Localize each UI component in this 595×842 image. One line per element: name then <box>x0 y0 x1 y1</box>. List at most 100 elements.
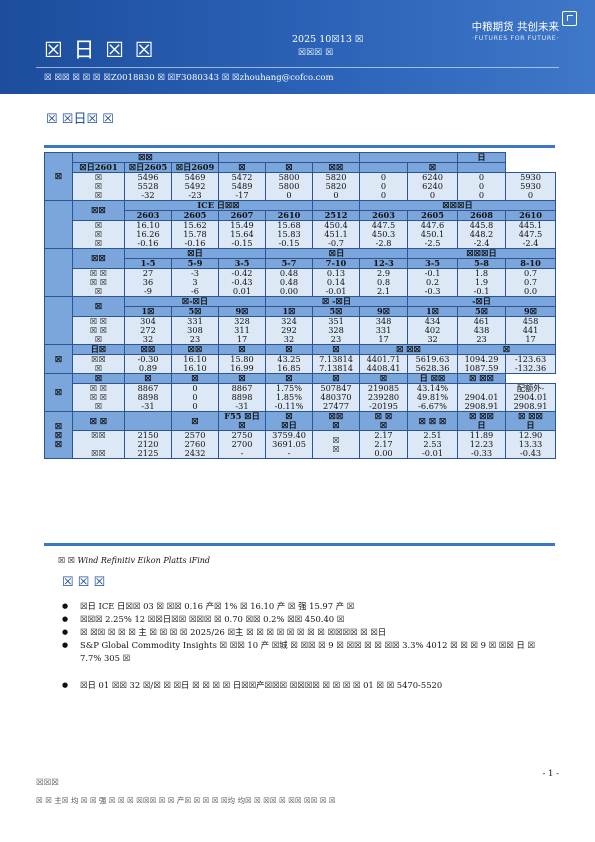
table-row: ☒ ☒ ☒ ☒ ☒ ☒ ☒ ☒ 日 ☒☒ ☒ ☒☒ <box>44 373 556 412</box>
table-header-cell: ☒ <box>218 344 266 355</box>
table-header-cell: ☒ <box>265 373 313 384</box>
report-header: ☒ 日 ☒ ☒ 2025 10☒13 ☒ ☒☒☒ ☒ 中粮期货 共创未来 ·FU… <box>0 0 595 94</box>
table-header-cell: 12-3 <box>359 258 409 269</box>
table-cell: ☒☒ ☒☒ <box>72 430 125 459</box>
source-item: iFind <box>189 556 211 565</box>
table-cell: 304 272 32 <box>124 316 172 345</box>
table-cell: 12.90 13.33 -0.43 <box>505 430 557 459</box>
table-cell: 328 311 17 <box>218 316 266 345</box>
table-top-rule <box>44 145 555 148</box>
table-header-cell <box>457 162 507 173</box>
table-header-cell: ☒ -☒日 <box>264 296 409 307</box>
source-item: Refinitiv Eikon <box>100 556 161 565</box>
table-group-label <box>44 200 73 249</box>
data-source-note: ☒ ☒ Wind Refinitiv Eikon Platts iFind <box>58 556 210 565</box>
table-cell: 2750 2700 - <box>218 430 266 459</box>
table-cell: 331 308 23 <box>171 316 219 345</box>
table-header-cell: ☒-☒日 <box>124 296 266 307</box>
report-date: 2025 10☒13 ☒ <box>292 34 364 45</box>
table-group-label: ☒ ☒ ☒ <box>44 411 73 459</box>
commentary-list: ☒日 ICE 日☒☒ 03 ☒ ☒☒ 0.16 产☒ 1% ☒ 16.10 产 … <box>62 600 552 692</box>
table-cell: 8867 8898 -31 <box>218 383 266 412</box>
table-cell: ☒ <box>72 296 125 317</box>
table-row: ☒ ☒ ☒ ☒ ☒ ☒ F55 ☒日 ☒ ☒ ☒日 ☒☒ ☒ ☒ ☒ ☒ ☒ ☒ ☒ ☒ ☒☒ … <box>44 411 557 459</box>
table-cell: 5820 5820 0 <box>311 172 361 201</box>
table-cell: 461 438 23 <box>457 316 507 345</box>
table-row: ☒ ☒ ☒ ☒ ☒ 27 36 -9 -3 3 -6 -0.42 -0.43 0.01… <box>45 268 557 297</box>
table-row: ☒ ☒☒ 日 <box>44 152 556 201</box>
table-header-cell: 日 <box>457 152 507 163</box>
table-header-cell: 3-5 <box>218 258 266 269</box>
table-group-label <box>44 296 73 345</box>
table-header-cell: 7-10 <box>311 258 361 269</box>
table-header-cell: 9☒ <box>218 306 266 317</box>
table-header-cell: ☒ <box>171 373 219 384</box>
table-cell: ☒☒ <box>72 200 125 221</box>
table-cell: 2570 2760 2432 <box>171 430 219 459</box>
table-header-cell: 1☒ <box>265 306 313 317</box>
table-header-cell: ☒ <box>171 411 219 431</box>
table-cell: 0 0 0 <box>171 383 219 412</box>
table-header-cell: ☒ <box>72 373 125 384</box>
table-header-cell: ☒ ☒☒ 日 <box>505 411 557 431</box>
table-cell: 0 0 0 <box>457 172 507 201</box>
table-cell: -123.63 -132.36 <box>505 354 557 374</box>
table-row: ☒☒ ICE 日☒☒ ☒☒☒日 <box>44 200 557 249</box>
table-bottom-rule <box>44 543 555 546</box>
table-cell: -3 3 -6 <box>171 268 219 297</box>
table-header-cell: 8-10 <box>505 258 557 269</box>
table-header-cell: ☒☒☒日 <box>359 200 557 211</box>
table-cell: 0.7 0.7 0.0 <box>505 268 557 297</box>
table-cell: 2904.01 2908.91 <box>457 383 507 412</box>
table-cell: 43.14% 49.81% -6.67% <box>407 383 459 412</box>
table-cell: 447.5 450.3 -2.8 <box>359 220 409 249</box>
page-number: - 1 - <box>542 769 559 779</box>
table-header-cell: ☒ <box>311 373 361 384</box>
table-header-cell: ☒☒ <box>311 162 361 173</box>
table-header-cell: 5-7 <box>265 258 313 269</box>
table-cell: 507847 480370 27477 <box>311 383 361 412</box>
table-cell: 5619.63 5628.36 <box>407 354 459 374</box>
table-header-cell: -☒日 <box>407 296 557 307</box>
table-cell: -0.30 0.89 <box>124 354 172 374</box>
table-header-cell: 2605 <box>407 210 459 221</box>
table-cell: ☒ <box>44 152 73 201</box>
table-header-cell: ☒ ☒☒ <box>359 344 459 355</box>
commentary-item: ☒日 ICE 日☒☒ 03 ☒ ☒☒ 0.16 产☒ 1% ☒ 16.10 产 … <box>62 600 552 613</box>
table-header-cell: ☒ <box>218 162 266 173</box>
list-gap <box>62 665 552 679</box>
table-cell: 16.10 16.10 <box>171 354 219 374</box>
table-cell: 434 402 32 <box>407 316 459 345</box>
table-header-cell: 9☒ <box>359 306 409 317</box>
table-cell: 15.62 15.78 -0.16 <box>171 220 219 249</box>
report-subtitle: ☒☒☒ ☒ <box>298 48 334 58</box>
table-row: ☒ ☒-☒日 ☒ -☒日 -☒日 <box>44 296 557 345</box>
table-header-cell: 2512 <box>311 210 361 221</box>
table-cell: 8867 8898 -31 <box>124 383 172 412</box>
table-cell: 447.6 450.1 -2.5 <box>407 220 459 249</box>
table-header-cell: ☒ <box>311 344 361 355</box>
table-header-cell: 2610 <box>505 210 557 221</box>
table-cell: 15.80 16.99 <box>218 354 266 374</box>
table-cell: 27 36 -9 <box>124 268 172 297</box>
table-cell: -0.42 -0.43 0.01 <box>218 268 266 297</box>
source-label: ☒ ☒ <box>58 556 75 565</box>
table-header-cell: 5☒ <box>171 306 219 317</box>
table-header-cell: ☒ ☒ ☒ <box>359 411 409 431</box>
table-cell: ☒ ☒ ☒ ☒ ☒ <box>72 383 125 412</box>
table-header-cell: ☒ ☒ ☒ <box>407 411 459 431</box>
table-group-label: ☒ <box>44 344 73 374</box>
table-header-cell: ☒ <box>407 162 459 173</box>
table-cell: 1.75% 1.85% -0.11% <box>265 383 313 412</box>
table-cell: 3759.40 3691.05 - <box>265 430 313 459</box>
table-header-cell: 1-5 <box>124 258 172 269</box>
table-group-label: ☒ <box>44 373 73 412</box>
table-cell: 15.68 15.83 -0.15 <box>265 220 313 249</box>
table-header-cell: 2608 <box>457 210 507 221</box>
commentary-item: ☒☒☒ 2.25% 12 ☒☒日☒☒ ☒☒☒ ☒ 0.70 ☒☒ 0.2% ☒☒… <box>62 613 552 626</box>
table-row: ☒☒ ☒日 ☒日 ☒☒☒日 <box>44 248 557 297</box>
table-row: 1☒ 5☒ 9☒ 1☒ 5☒ 9☒ 1☒ 5☒ 9☒ <box>45 306 557 317</box>
table-header-cell: ☒ ☒☒ 日 <box>457 411 507 431</box>
table-cell: ☒ ☒ ☒ <box>72 172 125 201</box>
table-cell: 11.89 12.23 -0.33 <box>457 430 507 459</box>
